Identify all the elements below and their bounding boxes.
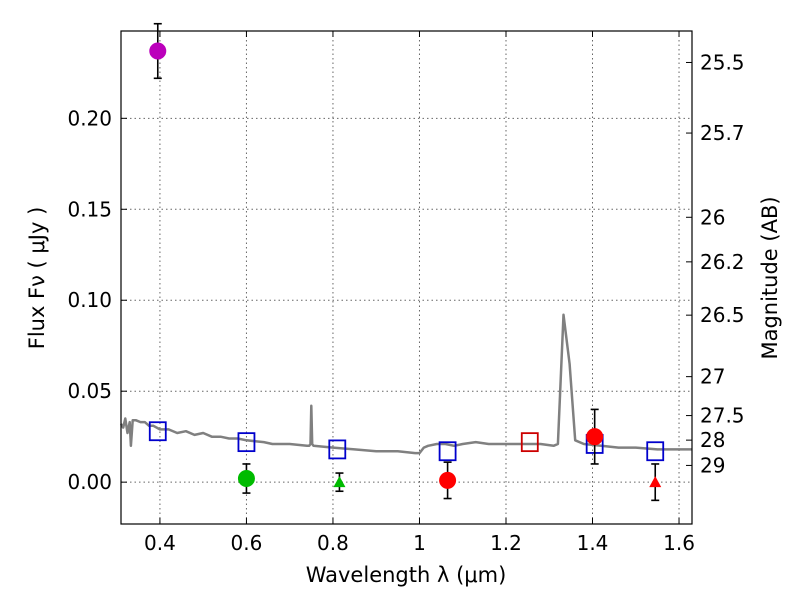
plot-frame (120, 30, 693, 525)
mag-tick-label: 26.5 (700, 303, 745, 327)
x-tick-label: 0.6 (231, 531, 263, 555)
x-axis-label: Wavelength λ (μm) (306, 563, 507, 587)
x-tick-label: 0.8 (317, 531, 349, 555)
y-tick-label: 0.00 (67, 470, 112, 494)
upper-limit-marker (333, 476, 346, 488)
mag-tick-label: 27 (700, 365, 725, 389)
mag-tick-label: 26 (700, 205, 725, 229)
gridlines (121, 31, 692, 524)
y-axis-label-right: Magnitude (AB) (758, 196, 782, 359)
axes: 0.4 0.6 0.8 1 1.2 1.4 1.6 0.00 0.05 0.10 0.15 0.20 2… (67, 31, 745, 555)
x-tick-label: 0.4 (144, 531, 176, 555)
observed-flux-point (439, 471, 457, 489)
model-photometry-square (328, 439, 347, 460)
upper-limit-marker (649, 476, 662, 488)
y-axis-label-left: Flux Fν ( μJy ) (25, 207, 49, 350)
mag-tick-label: 25.5 (700, 50, 745, 74)
model-photometry-square (520, 432, 539, 453)
y-tick-label: 0.10 (67, 288, 112, 312)
model-photometry-square (646, 441, 665, 462)
model-photometry-square (237, 432, 256, 453)
observed-flux-point (237, 470, 255, 488)
mag-tick-label: 26.2 (700, 250, 745, 274)
y-tick-label: 0.20 (67, 106, 112, 130)
x-tick-label: 1.6 (663, 531, 695, 555)
x-tick-label: 1.4 (577, 531, 609, 555)
x-tick-label: 1 (413, 531, 426, 555)
observed-flux-point (586, 428, 604, 446)
data-layer (119, 22, 692, 502)
mag-tick-label: 27.5 (700, 404, 745, 428)
y-tick-label: 0.15 (67, 197, 112, 221)
mag-tick-label: 29 (700, 453, 725, 477)
y-tick-label: 0.05 (67, 379, 112, 403)
observed-flux-point (149, 42, 167, 60)
model-photometry-square (438, 441, 457, 462)
model-photometry-square (148, 421, 167, 442)
x-tick-label: 1.2 (490, 531, 522, 555)
mag-tick-label: 25.7 (700, 121, 745, 145)
mag-tick-label: 28 (700, 428, 725, 452)
